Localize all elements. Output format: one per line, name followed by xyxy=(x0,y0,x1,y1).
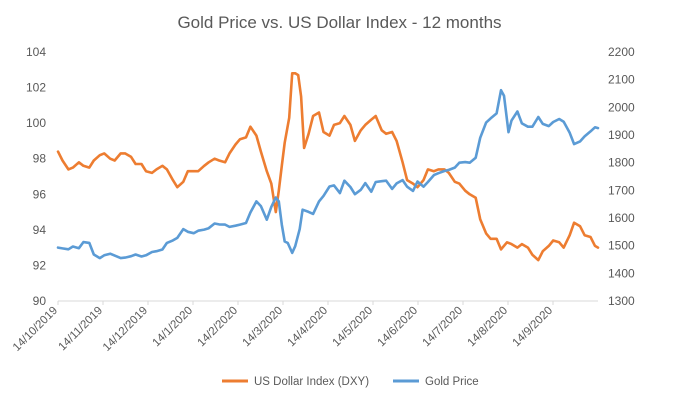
y-right-tick-label: 1700 xyxy=(608,183,635,197)
legend-label: Gold Price xyxy=(425,376,479,388)
series-line-gold xyxy=(56,88,600,260)
x-tick-label: 14/6/2020 xyxy=(375,305,420,350)
y-right-tick-label: 1400 xyxy=(608,266,635,280)
y-left-tick-label: 96 xyxy=(33,187,47,201)
series-line-dxy xyxy=(56,72,600,262)
x-tick-label: 14/11/2019 xyxy=(57,305,106,354)
y-left-tick-label: 100 xyxy=(26,116,46,130)
legend-label: US Dollar Index (DXY) xyxy=(254,376,369,388)
series-layer xyxy=(56,72,600,262)
x-tick-label: 14/5/2020 xyxy=(330,305,375,350)
x-tick-label: 14/1/2020 xyxy=(150,305,195,350)
y-right-tick-label: 1600 xyxy=(608,211,635,225)
chart-title: Gold Price vs. US Dollar Index - 12 mont… xyxy=(177,13,501,32)
x-tick-label: 14/2/2020 xyxy=(195,305,240,350)
legend: US Dollar Index (DXY) Gold Price xyxy=(222,376,479,388)
x-tick-label: 14/7/2020 xyxy=(420,305,465,350)
y-left-tick-label: 92 xyxy=(33,258,47,272)
y-right-tick-label: 1800 xyxy=(608,156,635,170)
y-left-tick-label: 94 xyxy=(33,223,47,237)
x-tick-label: 14/12/2019 xyxy=(101,305,150,354)
y-right-tick-label: 2000 xyxy=(608,100,635,114)
y-right-tick-label: 1500 xyxy=(608,239,635,253)
x-tick-label: 14/9/2020 xyxy=(510,305,555,350)
y-left-tick-label: 102 xyxy=(26,81,46,95)
y-left-tick-label: 104 xyxy=(26,45,46,59)
x-tick-label: 14/8/2020 xyxy=(465,305,510,350)
x-tick-label: 14/4/2020 xyxy=(285,305,330,350)
y-left-tick-label: 98 xyxy=(33,152,47,166)
y-left-tick-label: 90 xyxy=(33,294,47,308)
y-right-tick-label: 2100 xyxy=(608,73,635,87)
y-right-tick-label: 1300 xyxy=(608,294,635,308)
axes: 90 92 94 96 98 100 102 104 1300 1400 1500 1600 1700 1… xyxy=(11,45,635,354)
y-right-tick-label: 1900 xyxy=(608,128,635,142)
x-tick-label: 14/3/2020 xyxy=(240,305,285,350)
x-tick-label: 14/10/2019 xyxy=(11,305,60,354)
y-right-tick-label: 2200 xyxy=(608,45,635,59)
